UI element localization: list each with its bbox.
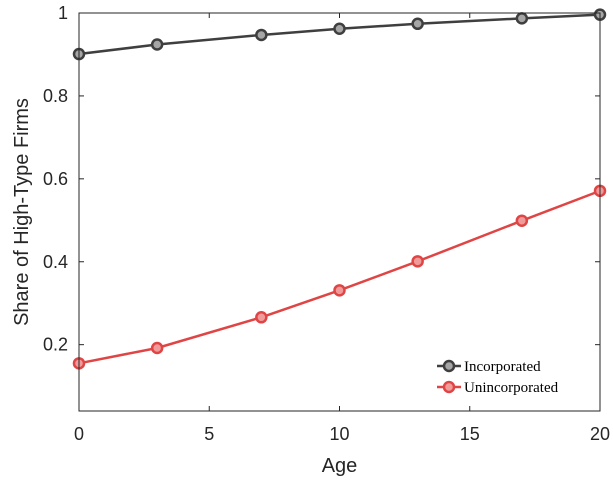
- legend-label: Incorporated: [464, 359, 541, 375]
- y-axis-title: Share of High-Type Firms: [11, 98, 33, 326]
- legend-item: Unincorporated: [437, 380, 559, 396]
- legend-swatch-marker: [442, 359, 456, 373]
- y-tick-label: 0.6: [43, 169, 68, 189]
- y-tick-label: 0.8: [43, 86, 68, 106]
- y-tick-label: 0.2: [43, 335, 68, 355]
- plot-marks: [72, 8, 607, 370]
- data-point: [515, 214, 529, 227]
- x-axis-title: Age: [322, 455, 358, 477]
- data-point: [150, 38, 164, 51]
- data-point: [255, 28, 268, 42]
- x-tick-label: 5: [204, 424, 214, 444]
- legend-swatch-marker: [442, 380, 456, 394]
- data-point: [411, 255, 424, 268]
- x-tick-label: 15: [460, 424, 480, 444]
- y-tick-label: 0.4: [43, 252, 68, 272]
- data-point: [333, 22, 346, 36]
- data-point: [515, 12, 529, 25]
- series-unincorporated: [72, 184, 607, 370]
- x-tick-label: 0: [74, 424, 84, 444]
- data-point: [255, 311, 268, 324]
- series-incorporated: [72, 8, 607, 61]
- data-point: [150, 341, 164, 355]
- legend-item: Incorporated: [437, 359, 541, 375]
- axis-ticks: 0 5 10 15 20 0.2 0.4 0.6 0.8 1: [43, 3, 610, 444]
- y-tick-label: 1: [58, 3, 68, 23]
- legend-label: Unincorporated: [464, 380, 559, 396]
- x-tick-label: 10: [329, 424, 349, 444]
- data-point: [411, 17, 424, 31]
- data-point: [333, 284, 346, 297]
- legend: Incorporated Unincorporated: [437, 359, 559, 396]
- x-tick-label: 20: [590, 424, 610, 444]
